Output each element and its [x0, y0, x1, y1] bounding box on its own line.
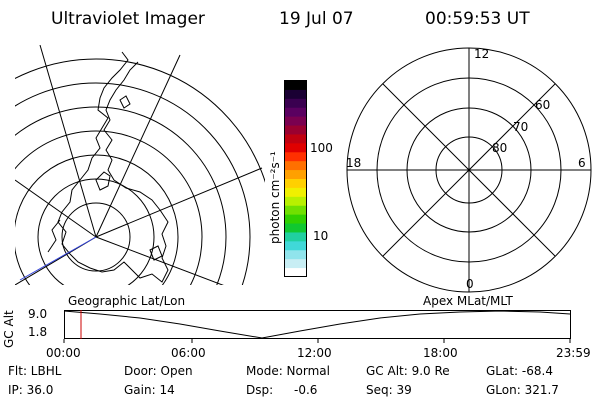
polar-plot [346, 47, 592, 293]
lon-line [39, 45, 97, 238]
timeline-left-caption: Geographic Lat/Lon [68, 294, 186, 308]
colorbar-band [285, 214, 306, 225]
colorbar-band [285, 161, 306, 171]
colorbar-band [285, 152, 306, 162]
orbit-timeline-plot [63, 310, 571, 343]
timeline-x-tick-2359: 23:59 [556, 346, 591, 360]
info-glon: GLon: 321.7 [486, 383, 559, 397]
colorbar-band [285, 259, 306, 269]
mlt-line [382, 83, 556, 257]
lat-circle [37, 178, 155, 285]
colorbar-band [285, 107, 306, 118]
mlt-label-0: 0 [466, 277, 474, 291]
lat-label-60: 60 [535, 98, 551, 112]
lon-line [95, 54, 181, 238]
colorbar-tick-100: 100 [310, 141, 333, 155]
colorbar-band [285, 89, 306, 100]
colorbar-band [285, 134, 306, 144]
lat-circle [15, 130, 203, 285]
lat-circle [61, 202, 131, 272]
info-flt: Flt: LBHL [8, 364, 62, 378]
timeline-y-axis-label: GC Alt [2, 310, 16, 348]
info-ip: IP: 36.0 [8, 383, 54, 397]
lat-circle [15, 154, 179, 285]
info-door: Door: Open [124, 364, 193, 378]
colorbar-band [285, 143, 306, 153]
coastline-island [95, 171, 111, 191]
colorbar-band [285, 98, 306, 109]
colorbar-band [285, 205, 306, 216]
coastline-island [149, 245, 163, 261]
info-dsp-label: Dsp: [246, 383, 274, 397]
colorbar-band [285, 125, 306, 135]
lat-label-70: 70 [513, 120, 529, 134]
date-label: 19 Jul 07 [279, 9, 354, 29]
lat-circle [15, 82, 251, 285]
colorbar-band [285, 179, 306, 189]
mlt-label-6: 6 [578, 156, 586, 170]
lon-line [95, 167, 263, 238]
timeline-x-tick-1800: 18:00 [423, 346, 458, 360]
colorbar-band [285, 241, 306, 251]
lon-line [15, 179, 97, 238]
colorbar-band [285, 116, 306, 127]
lat-circle [15, 106, 227, 285]
colorbar-band [285, 81, 306, 91]
lon-line [95, 236, 224, 285]
colorbar-band [285, 187, 306, 198]
info-gc-alt: GC Alt: 9.0 Re [366, 364, 450, 378]
colorbar-band [285, 196, 306, 207]
mlt-label-18: 18 [346, 156, 362, 170]
info-dsp-value: -0.6 [294, 383, 318, 397]
colorbar-unit-label: photon cm⁻²s⁻¹ [268, 151, 282, 244]
colorbar [284, 80, 307, 278]
altitude-curve [63, 310, 571, 339]
timeline-y-tick-min: 1.8 [28, 325, 48, 339]
colorbar-band [285, 232, 306, 242]
timeline-y-tick-max: 9.0 [28, 307, 48, 321]
lat-circle [15, 58, 265, 183]
timeline-x-tick-1200: 12:00 [297, 346, 332, 360]
colorbar-band [285, 223, 306, 233]
coastline [57, 51, 169, 283]
colorbar-band [285, 250, 306, 260]
satellite-track [19, 236, 97, 281]
mlt-label-12: 12 [474, 47, 490, 61]
time-label: 00:59:53 UT [425, 9, 530, 29]
coastline-island [119, 95, 131, 109]
info-seq: Seq: 39 [366, 383, 412, 397]
app-title: Ultraviolet Imager [51, 9, 205, 29]
colorbar-band [285, 170, 306, 180]
timeline-x-tick-0000: 00:00 [46, 346, 81, 360]
info-gain: Gain: 14 [124, 383, 175, 397]
info-glat: GLat: -68.4 [486, 364, 553, 378]
timeline-x-tick-0600: 06:00 [171, 346, 206, 360]
info-mode: Mode: Normal [246, 364, 330, 378]
timeline-right-caption: Apex MLat/MLT [423, 294, 513, 308]
colorbar-tick-10: 10 [313, 229, 329, 243]
colorbar-band [285, 268, 306, 278]
geographic-map [15, 45, 265, 285]
lat-label-80: 80 [492, 141, 508, 155]
coastline [47, 219, 61, 253]
